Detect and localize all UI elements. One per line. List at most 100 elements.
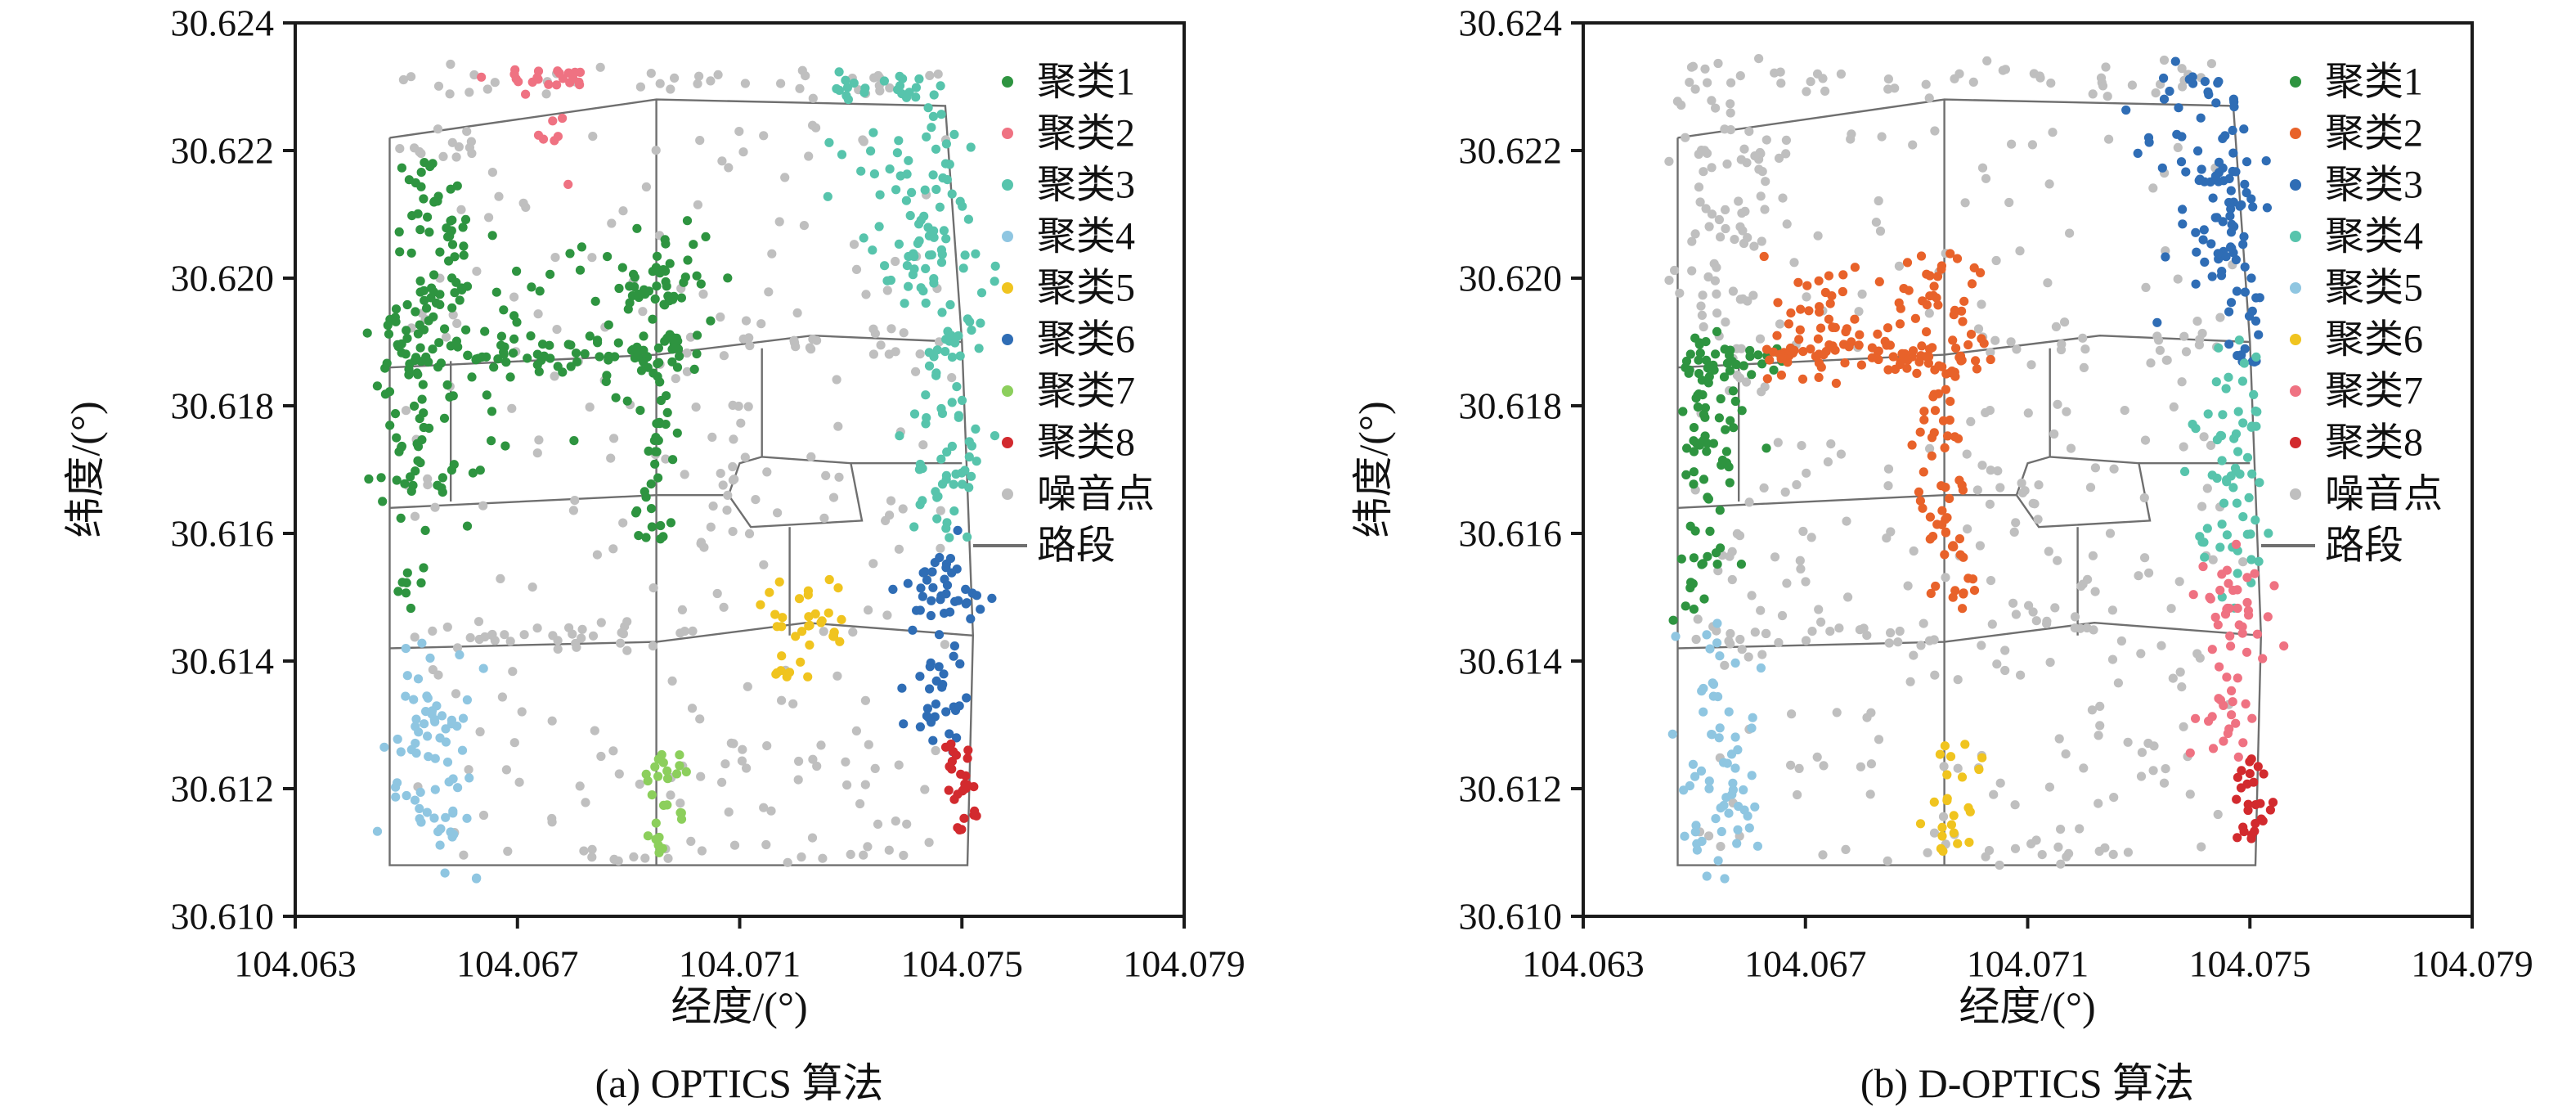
scatter-points xyxy=(1664,54,2289,884)
points-cluster-7 xyxy=(641,749,691,857)
scatter-plot-d-optics: 104.063 104.067 104.071 104.075 104.079 30.61… xyxy=(1459,2,2533,985)
points-cluster-5 xyxy=(1667,618,1766,884)
points-cluster-6 xyxy=(1915,740,1987,856)
legend-dot-marker xyxy=(2290,179,2301,191)
x-axis-label: 经度/(°) xyxy=(671,983,808,1029)
legend-label: 聚类1 xyxy=(2325,61,2423,104)
legend-label: 路段 xyxy=(1037,524,1115,568)
scatter-points xyxy=(362,59,1000,884)
points-cluster-5 xyxy=(756,574,846,681)
points-cluster-8 xyxy=(940,739,981,835)
points-noise xyxy=(1664,54,2248,870)
legend-dot-marker xyxy=(1002,282,1013,294)
legend-dot-marker xyxy=(1002,437,1013,448)
y-tick-label: 30.616 xyxy=(1459,513,1563,555)
axes xyxy=(1571,21,2474,929)
x-tick-label: 104.063 xyxy=(234,943,357,985)
legend-label: 聚类8 xyxy=(1037,421,1135,465)
road-segment xyxy=(389,334,963,369)
legend-label: 聚类2 xyxy=(1037,112,1135,155)
road-segment xyxy=(1677,621,2261,650)
road-segment xyxy=(1676,98,2263,866)
legend-dot-marker xyxy=(1002,76,1013,88)
y-tick-label: 30.618 xyxy=(1459,385,1563,427)
legend-dot-marker xyxy=(1002,231,1013,242)
legend-dot-marker xyxy=(1002,385,1013,397)
legend-label: 噪音点 xyxy=(2325,473,2443,516)
road-segment xyxy=(1677,334,2251,369)
road-segment xyxy=(2015,456,2152,529)
legend-label: 路段 xyxy=(2325,524,2403,568)
legend-dot-marker xyxy=(2290,76,2301,88)
legend-label: 聚类3 xyxy=(1037,164,1135,207)
points-cluster-4 xyxy=(372,638,488,884)
road-segment xyxy=(389,494,729,509)
legend-dot-marker xyxy=(2290,437,2301,448)
panel-d-optics: 104.063 104.067 104.071 104.075 104.079 30.61… xyxy=(1288,0,2576,1111)
y-tick-label: 30.618 xyxy=(171,385,275,427)
y-tick-label: 30.614 xyxy=(171,641,275,682)
x-tick-label: 104.063 xyxy=(1522,943,1645,985)
road-segment xyxy=(388,98,975,866)
road-network xyxy=(388,98,975,866)
y-tick-label: 30.610 xyxy=(1459,896,1563,938)
legend-label: 噪音点 xyxy=(1037,473,1155,516)
tick-labels: 104.063 104.067 104.071 104.075 104.079 30.61… xyxy=(171,2,1245,985)
road-network xyxy=(1676,98,2263,866)
legend-dot-marker xyxy=(2290,282,2301,294)
y-tick-label: 30.624 xyxy=(171,2,275,44)
x-tick-label: 104.071 xyxy=(1967,943,2089,985)
caption-optics: (a) OPTICS 算法 xyxy=(595,1060,884,1106)
x-tick-label: 104.067 xyxy=(1744,943,1867,985)
y-tick-label: 30.614 xyxy=(1459,641,1563,682)
legend-dot-marker xyxy=(1002,128,1013,139)
x-tick-label: 104.075 xyxy=(2189,943,2312,985)
legend-dot-marker xyxy=(1002,334,1013,345)
caption-d-optics: (b) D-OPTICS 算法 xyxy=(1860,1060,2195,1106)
points-cluster-2 xyxy=(477,65,586,189)
points-cluster-3 xyxy=(2121,56,2272,367)
legend-label: 聚类5 xyxy=(2325,267,2423,310)
tick-labels: 104.063 104.067 104.071 104.075 104.079 30.61… xyxy=(1459,2,2533,985)
axes xyxy=(283,21,1186,929)
legend-label: 聚类6 xyxy=(2325,318,2423,362)
legend-label: 聚类7 xyxy=(1037,370,1135,413)
points-cluster-2 xyxy=(1759,249,1995,614)
legend-dot-marker xyxy=(2290,128,2301,139)
y-axis-label: 纬度/(°) xyxy=(62,401,108,538)
x-axis-label: 经度/(°) xyxy=(1959,983,2096,1029)
points-cluster-7 xyxy=(2185,539,2289,762)
legend-dot-marker xyxy=(1002,179,1013,191)
legend-dot-marker xyxy=(2290,231,2301,242)
legend-label: 聚类5 xyxy=(1037,267,1135,310)
y-tick-label: 30.610 xyxy=(171,896,275,938)
legend-label: 聚类2 xyxy=(2325,112,2423,155)
y-tick-label: 30.612 xyxy=(1459,768,1563,810)
y-tick-label: 30.622 xyxy=(1459,130,1563,172)
points-cluster-8 xyxy=(2232,754,2278,843)
legend-dot-marker xyxy=(2290,488,2301,500)
legend-dot-marker xyxy=(2290,385,2301,397)
y-tick-label: 30.616 xyxy=(171,513,275,555)
legend-label: 聚类3 xyxy=(2325,164,2423,207)
legend-dot-marker xyxy=(1002,488,1013,500)
x-tick-label: 104.075 xyxy=(901,943,1024,985)
x-tick-label: 104.067 xyxy=(456,943,579,985)
road-segment xyxy=(727,456,864,529)
legend-label: 聚类8 xyxy=(2325,421,2423,465)
y-tick-label: 30.622 xyxy=(171,130,275,172)
legend-label: 聚类4 xyxy=(1037,215,1135,259)
road-segment xyxy=(1677,494,2017,509)
legend-label: 聚类6 xyxy=(1037,318,1135,362)
x-tick-label: 104.079 xyxy=(2411,943,2533,985)
y-tick-label: 30.624 xyxy=(1459,2,1563,44)
plot-frame xyxy=(1582,21,2474,918)
plot-frame xyxy=(294,21,1186,918)
legend-dot-marker xyxy=(2290,334,2301,345)
points-cluster-1 xyxy=(362,158,733,614)
legend-label: 聚类4 xyxy=(2325,215,2423,259)
y-tick-label: 30.620 xyxy=(1459,258,1563,299)
